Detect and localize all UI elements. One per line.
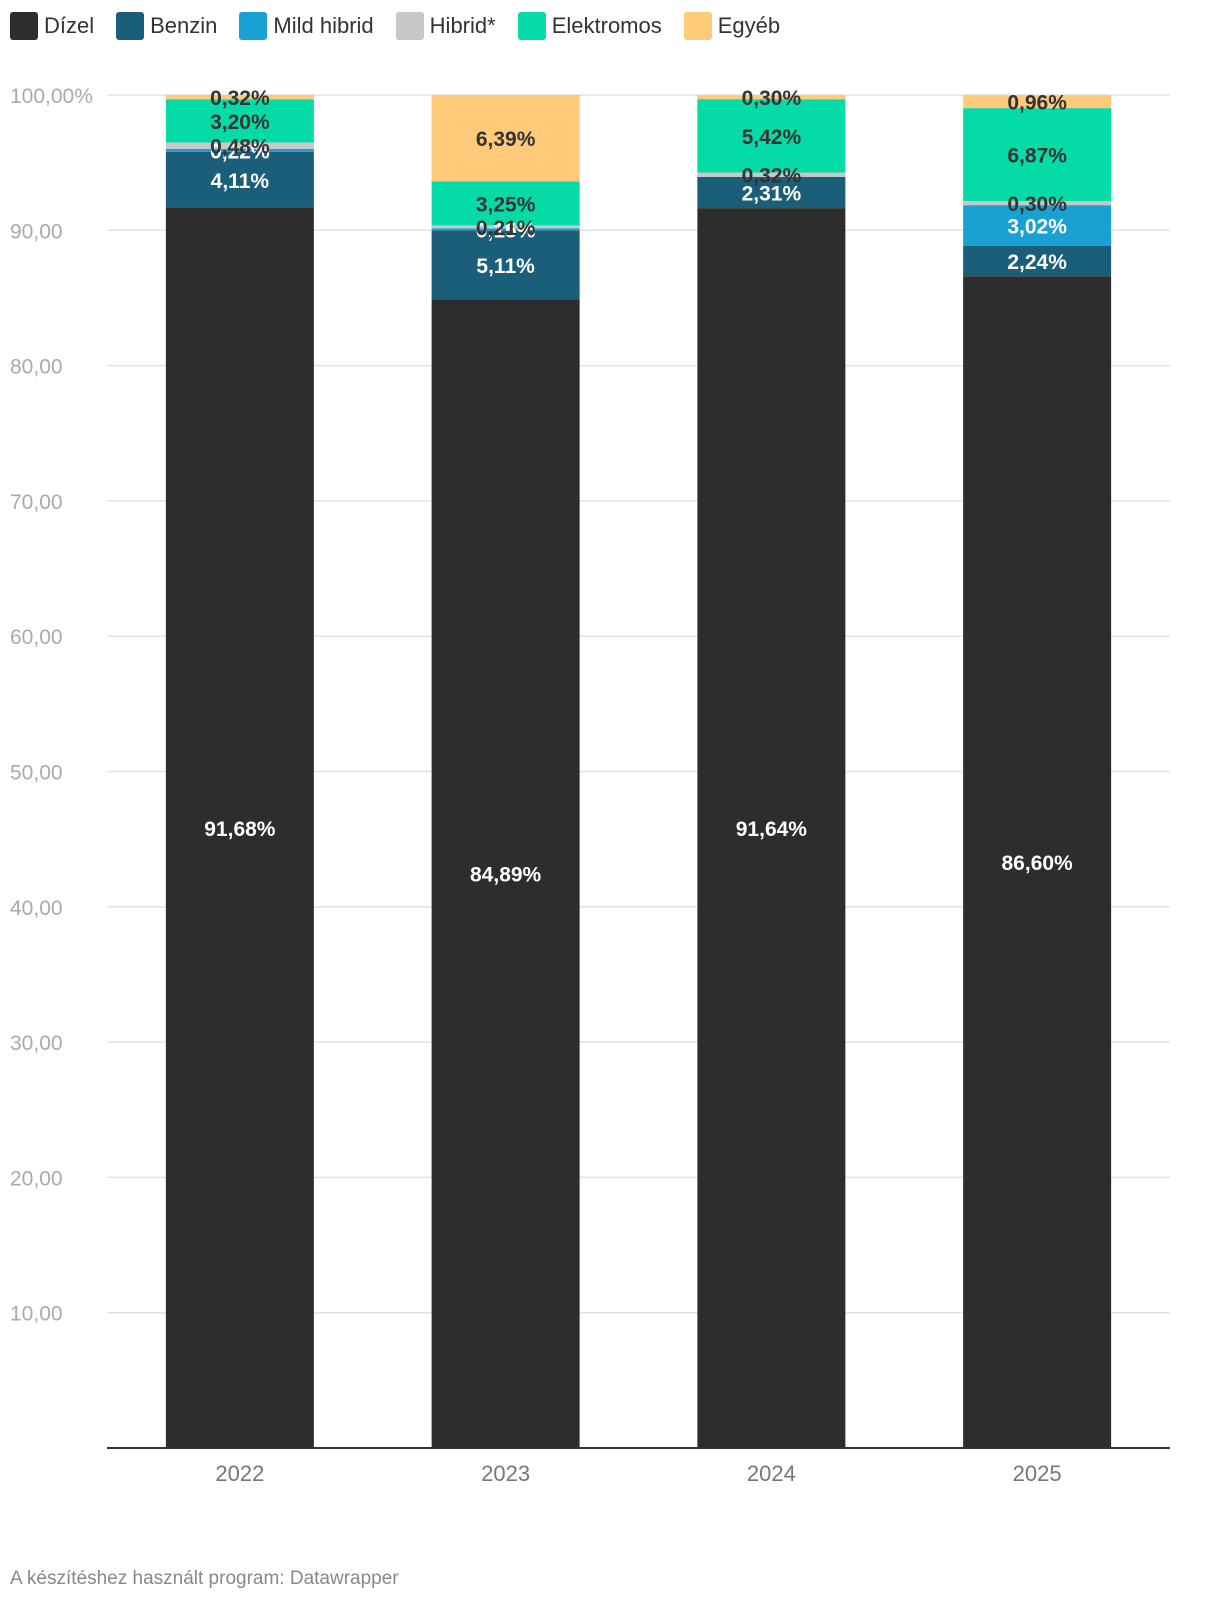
legend-item: Mild hibrid [239, 12, 374, 40]
legend-swatch [239, 12, 268, 40]
legend-item: Benzin [116, 12, 217, 40]
legend-swatch [517, 12, 546, 40]
bar-segment [697, 95, 846, 100]
data-label: 3,25% [476, 193, 536, 216]
bar-segment [431, 225, 580, 229]
bar-segment [963, 95, 1112, 109]
legend-item: Hibrid* [395, 12, 496, 40]
data-label: 0,30% [1007, 193, 1067, 216]
legend-item: Elektromos [517, 12, 662, 40]
y-tick-label: 100,00% [10, 85, 93, 108]
bar-segment [165, 94, 314, 100]
legend-label: Benzin [150, 13, 218, 38]
bar-segment [963, 201, 1112, 206]
data-label: 5,11% [476, 255, 535, 278]
y-tick-label: 10,00 [10, 1303, 63, 1326]
bar-segment [697, 176, 846, 209]
data-label: 91,68% [204, 818, 276, 841]
x-tick-label: 2022 [215, 1461, 264, 1486]
bar-segment [431, 181, 580, 226]
bar-segment [165, 151, 314, 208]
legend-label: Dízel [44, 13, 95, 38]
x-tick-label: 2023 [481, 1461, 530, 1486]
y-tick-label: 40,00 [10, 897, 63, 920]
y-tick-label: 70,00 [10, 491, 63, 514]
legend-swatch [395, 12, 424, 40]
data-label: 2,24% [1007, 251, 1067, 274]
y-tick-label: 80,00 [10, 356, 63, 379]
y-tick-label: 60,00 [10, 626, 63, 649]
data-label: 3,20% [210, 111, 270, 134]
data-label: 0,48% [210, 136, 270, 159]
bar-segment [431, 95, 580, 182]
bar-segment [963, 205, 1112, 246]
data-label: 0,32% [210, 87, 270, 110]
bar-segment [165, 148, 314, 152]
data-label: 84,89% [470, 864, 542, 887]
legend-label: Egyéb [717, 13, 781, 38]
bar-segment [431, 299, 580, 1449]
data-label: 91,64% [736, 818, 808, 841]
data-label: 0,32% [742, 165, 802, 188]
y-tick-label: 90,00 [10, 220, 63, 243]
data-label: 0,15% [476, 219, 536, 242]
legend-swatch [683, 12, 712, 40]
y-tick-label: 20,00 [10, 1167, 63, 1190]
bar-segment [697, 172, 846, 177]
data-label: 0,21% [476, 217, 536, 240]
legend-label: Elektromos [551, 13, 662, 38]
bar-segment [697, 208, 846, 1448]
legend-item: Dízel [10, 12, 94, 40]
data-label: 4,11% [211, 170, 270, 193]
bar-segment [165, 142, 314, 149]
y-tick-label: 30,00 [10, 1032, 63, 1055]
legend: Dízel Benzin Mild hibrid Hibrid* Elektromos E… [10, 12, 802, 40]
data-label: 5,42% [742, 126, 802, 149]
legend-label: Hibrid* [429, 13, 496, 38]
data-label: 0,96% [1007, 92, 1067, 115]
bar-segment [697, 99, 846, 173]
data-label: 0,30% [742, 87, 802, 110]
data-label: 86,60% [1002, 852, 1074, 875]
data-label: 6,87% [1007, 145, 1067, 168]
bar-segment [963, 276, 1112, 1448]
legend-item: Egyéb [683, 12, 781, 40]
y-tick-label: 50,00 [10, 762, 63, 785]
data-label: 2,31% [742, 182, 802, 205]
bar-segment [963, 245, 1112, 277]
credit-footer: A készítéshez használt program: Datawrap… [10, 1568, 399, 1589]
stacked-bar-chart: 10,00 20,00 30,00 40,00 50,00 60,00 70,00 80,00… [10, 85, 1170, 1486]
x-tick-label: 2024 [747, 1461, 796, 1486]
legend-swatch [116, 12, 145, 40]
x-tick-label: 2025 [1013, 1461, 1062, 1486]
data-label: 0,22% [210, 140, 270, 163]
legend-label: Mild hibrid [273, 13, 374, 38]
data-label: 3,02% [1007, 216, 1067, 239]
bar-segment [165, 207, 314, 1449]
bar-segment [431, 228, 580, 231]
bar-segment [165, 99, 314, 143]
legend-swatch [10, 12, 38, 40]
bar-segment [431, 230, 580, 300]
bar-segment [963, 108, 1112, 202]
data-label: 6,39% [476, 128, 536, 151]
